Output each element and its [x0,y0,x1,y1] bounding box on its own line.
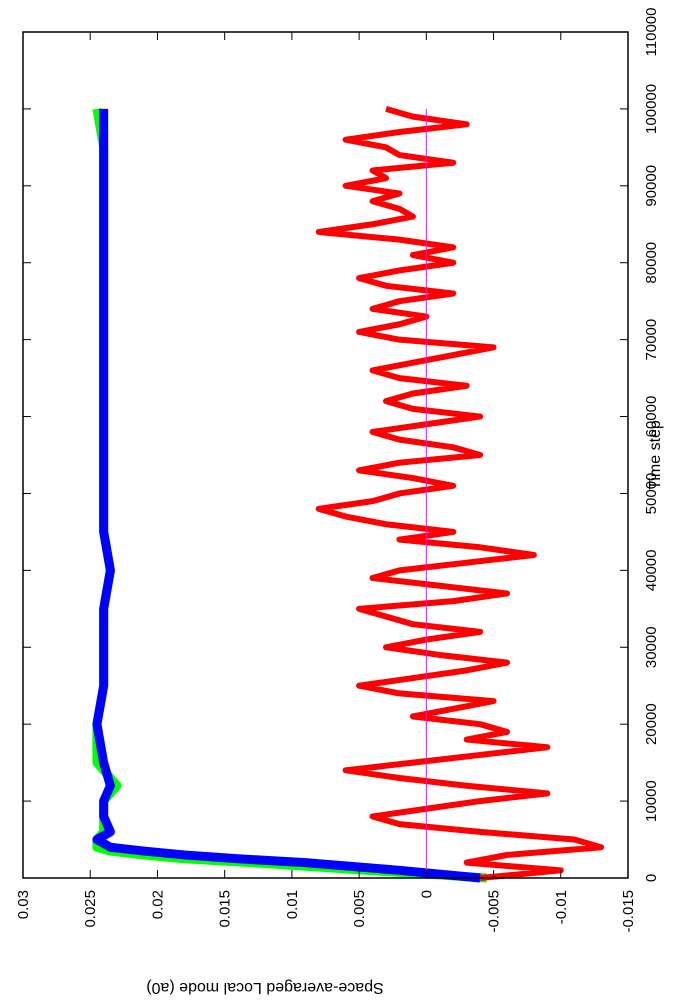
y-tick-label: 0 [418,890,435,898]
x-tick-label: 40000 [643,550,660,592]
x-tick-label: 60000 [643,396,660,438]
series-layer [92,106,605,883]
plot-frame [22,31,629,879]
y-tick-label: 0.03 [15,890,32,919]
x-tick-label: 30000 [643,626,660,668]
y-tick-label: -0.015 [620,890,637,933]
x-tick-label: 20000 [643,703,660,745]
series-line-3 [315,106,605,881]
y-tick-label: 0.01 [284,890,301,919]
series-line-2 [92,108,481,883]
x-axis-label: Time step [647,420,664,490]
y-axis-label: Space-averaged Local mode (a0) [146,979,383,996]
y-tick-label: 0.025 [82,890,99,928]
y-tick-label: 0.015 [217,890,234,928]
x-tick-label: 0 [643,874,660,882]
x-tick-label: 10000 [643,780,660,822]
y-tick-label: -0.005 [486,890,503,933]
y-tick-label: 0.005 [351,890,368,928]
x-tick-label: 90000 [643,165,660,207]
x-tick-label: 50000 [643,473,660,515]
ticks-layer: 0 10000 20000 30000 40000 50000 60000 70000 8000… [15,8,660,933]
y-tick-label: -0.01 [553,890,570,924]
x-tick-label: 80000 [643,242,660,284]
x-tick-label: 110000 [643,8,660,57]
x-tick-label: 100000 [643,84,660,134]
y-tick-label: 0.02 [149,890,166,919]
x-tick-label: 70000 [643,319,660,361]
